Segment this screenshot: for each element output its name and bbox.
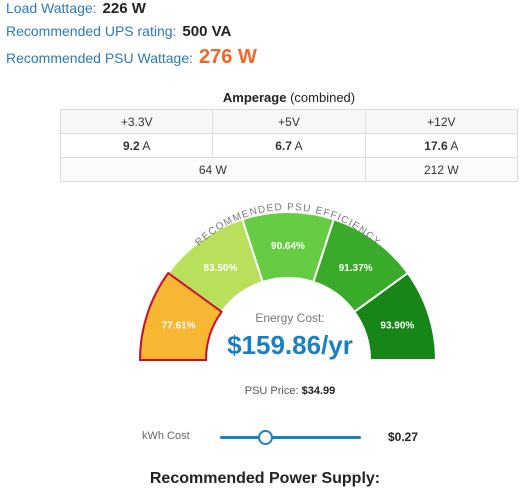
gauge-segment-5 [352,271,438,361]
watt-3v3-5v: 64 W [60,157,366,182]
gauge-segment-2 [166,217,264,314]
gauge-segment-1 [138,271,224,361]
amperage-table: +3.3V +5V +12V 9.2 A 6.7 A 17.6 A 64 W 2… [59,109,519,182]
gauge-segments: 93.90% 91.37% 90.64% 83.50% 77.61% [138,211,438,361]
amp-12v: 17.6 A [364,133,519,158]
kwh-cost-value: $0.27 [388,430,419,444]
load-wattage-row: Load Wattage: 226 W [6,0,146,17]
psu-price: PSU Price: $34.99 [210,385,370,397]
gauge-segment-label-2: 83.50% [203,263,237,274]
amp-5v: 6.7 A [212,133,366,158]
amperage-title-rest: (combined) [290,90,356,105]
rail-12v: +12V [364,109,519,134]
rail-3v3: +3.3V [59,109,214,134]
watt-values-row: 64 W 212 W [60,157,519,182]
amperage-title: Amperage (combined) [60,90,518,105]
psu-wattage-row: Recommended PSU Wattage: 276 W [6,46,257,69]
slider-thumb[interactable] [257,430,273,445]
recommended-psu-title: Recommended Power Supply: [149,470,381,487]
load-wattage-value: 226 W [102,0,146,17]
amp-values-row: 9.2 A 6.7 A 17.6 A [59,133,519,158]
energy-cost-label: Energy Cost: [255,311,325,325]
psu-wattage-label: Recommended PSU Wattage: [6,50,194,66]
energy-cost-value: $159.86/yr [227,330,353,360]
rail-5v: +5V [212,109,366,134]
rail-header-row: +3.3V +5V +12V [59,109,519,134]
gauge-segment-label-3: 90.64% [271,241,305,252]
psu-wattage-value: 276 W [199,46,257,68]
ups-rating-row: Recommended UPS rating: 500 VA [6,23,231,40]
psu-price-value: $34.99 [301,385,336,397]
slider-track[interactable] [220,436,361,439]
gauge-segment-label-5: 93.90% [380,320,414,331]
efficiency-gauge: 93.90%91.37%90.64%83.50%77.61% RECOMMEND… [138,202,438,361]
kwh-cost-label: kWh Cost [142,430,190,442]
load-wattage-label: Load Wattage: [6,0,97,16]
watt-12v: 212 W [364,157,519,182]
kwh-cost-slider[interactable] [220,430,361,445]
gauge-segment-3 [241,211,335,284]
ups-rating-value: 500 VA [182,23,232,40]
psu-price-label: PSU Price: [244,385,299,397]
amperage-title-bold: Amperage [222,90,287,105]
amp-3v3: 9.2 A [59,133,214,158]
gauge-segment-4 [312,217,410,314]
gauge-segment-label-4: 91.37% [339,263,373,274]
gauge-segment-label-1: 77.61% [162,320,196,331]
ups-rating-label: Recommended UPS rating: [6,23,177,39]
